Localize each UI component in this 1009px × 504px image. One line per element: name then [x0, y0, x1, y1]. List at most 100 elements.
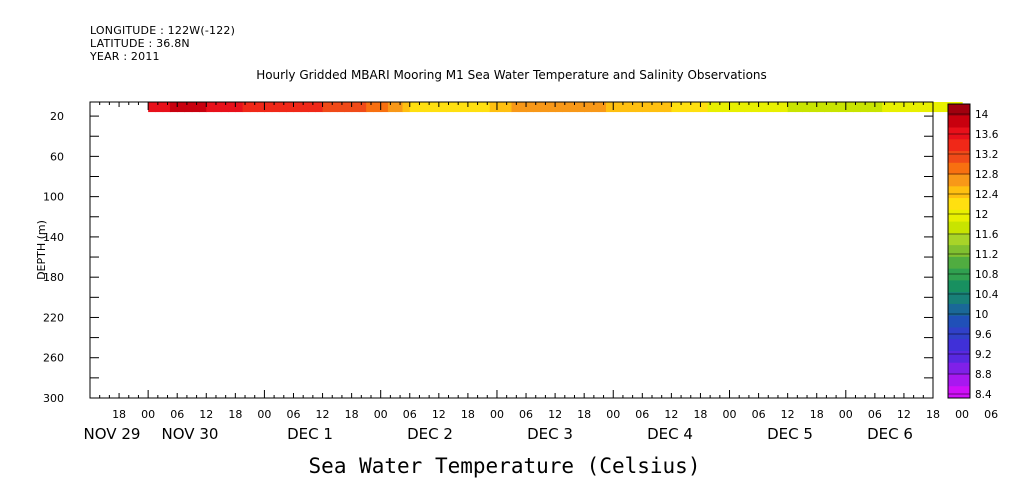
heatmap-cell: [714, 102, 723, 113]
x-hour-label: 12: [316, 408, 330, 421]
x-hour-label: 18: [810, 408, 824, 421]
heatmap-cell: [664, 102, 672, 113]
heatmap-cell: [613, 102, 622, 113]
heatmap-cell: [344, 102, 353, 113]
heatmap-cell: [278, 102, 287, 113]
heatmap-cell: [220, 102, 229, 113]
colorbar-label: 9.6: [975, 329, 992, 341]
colorbar-label: 10.8: [975, 269, 998, 281]
heatmap-cell: [315, 102, 324, 113]
x-hour-label: 00: [141, 408, 155, 421]
colorbar-swatch: [948, 292, 970, 305]
heatmap-cell: [533, 102, 542, 113]
latitude-label: LATITUDE : 36.8N: [90, 37, 190, 50]
colorbar-swatch: [948, 350, 970, 364]
colorbar-swatch: [948, 221, 970, 234]
x-hour-label: 12: [432, 408, 446, 421]
x-hour-label: 12: [781, 408, 795, 421]
heatmap-cell: [547, 102, 556, 113]
heatmap-cell: [642, 102, 651, 113]
x-hour-label: 18: [926, 408, 940, 421]
x-hour-label: 12: [664, 408, 678, 421]
heatmap-cell: [940, 102, 949, 113]
heatmap-cell: [475, 102, 484, 113]
heatmap-cell: [751, 102, 760, 113]
heatmap-cell: [453, 102, 462, 113]
x-hour-label: 00: [955, 408, 969, 421]
heatmap-cell: [526, 102, 534, 113]
x-hour-label: 00: [374, 408, 388, 421]
colorbar-swatch: [948, 174, 970, 187]
heatmap-cell: [329, 102, 338, 113]
colorbar-label: 10.4: [975, 289, 999, 301]
colorbar-label: 13.2: [975, 149, 998, 161]
colorbar-label: 8.8: [975, 369, 992, 381]
year-label: YEAR : 2011: [90, 50, 160, 63]
x-hour-label: 12: [199, 408, 213, 421]
x-hour-label: 00: [257, 408, 271, 421]
heatmap-cell: [693, 102, 702, 113]
colorbar-label: 10: [975, 309, 988, 321]
colorbar-swatch: [948, 186, 970, 199]
x-hour-label: 06: [635, 408, 649, 421]
colorbar-label: 13.6: [975, 129, 999, 141]
heatmap-cell: [213, 102, 222, 113]
heatmap-cell: [402, 102, 411, 113]
heatmap-cell: [249, 102, 258, 113]
colorbar-label: 12.8: [975, 169, 998, 181]
heatmap-cell: [438, 102, 447, 113]
heatmap-cell: [780, 102, 789, 113]
colorbar-swatch: [948, 162, 970, 176]
x-day-label: DEC 4: [647, 425, 693, 443]
x-hour-label: 06: [752, 408, 766, 421]
heatmap-cell: [169, 102, 178, 113]
heatmap-cell: [148, 102, 157, 113]
heatmap-cell: [627, 102, 636, 113]
heatmap-cell: [518, 102, 527, 113]
colorbar-title: Sea Water Temperature (Celsius): [308, 454, 701, 478]
colorbar-swatch: [948, 339, 970, 352]
plot-area: [89, 101, 963, 399]
x-day-label: NOV 29: [84, 425, 141, 443]
heatmap-cell: [591, 102, 600, 113]
heatmap-cell: [511, 102, 520, 113]
heatmap-cell: [722, 102, 731, 113]
heatmap-cell: [489, 102, 498, 113]
x-hour-label: 12: [897, 408, 911, 421]
colorbar-swatch: [948, 245, 970, 258]
heatmap-cell: [358, 102, 367, 113]
colorbar-swatch: [948, 268, 970, 281]
heatmap-cell: [860, 102, 869, 113]
colorbar-label: 9.2: [975, 349, 992, 361]
colorbar-swatch: [948, 139, 970, 152]
colorbar-swatch: [948, 151, 970, 164]
x-hour-label: 06: [403, 408, 417, 421]
x-day-label: NOV 30: [162, 425, 219, 443]
x-day-label: DEC 2: [407, 425, 453, 443]
heatmap-cell: [242, 102, 251, 113]
heatmap-cell: [773, 102, 781, 113]
colorbar-label: 14: [975, 109, 989, 121]
heatmap-cell: [257, 102, 266, 113]
heatmap-cell: [736, 102, 745, 113]
heatmap-cell: [867, 102, 876, 113]
heatmap-cell: [765, 102, 774, 113]
y-tick-label: 260: [43, 352, 64, 365]
x-hour-label: 00: [490, 408, 504, 421]
heatmap-cell: [467, 102, 476, 113]
heatmap-cell: [286, 102, 295, 113]
x-hour-label: 18: [461, 408, 475, 421]
x-hour-label: 18: [577, 408, 591, 421]
heatmap-cell: [271, 102, 280, 113]
heatmap-cell: [417, 102, 425, 113]
heatmap-cell: [925, 102, 934, 113]
heatmap-cell: [831, 102, 840, 113]
heatmap-cell: [933, 102, 941, 113]
x-hour-label: 18: [345, 408, 359, 421]
heatmap-cell: [562, 102, 571, 113]
heatmap-cell: [787, 102, 796, 113]
heatmap-cell: [656, 102, 665, 113]
longitude-label: LONGITUDE : 122W(-122): [90, 24, 236, 37]
colorbar-swatch: [948, 315, 970, 328]
heatmap-cell: [598, 102, 607, 113]
